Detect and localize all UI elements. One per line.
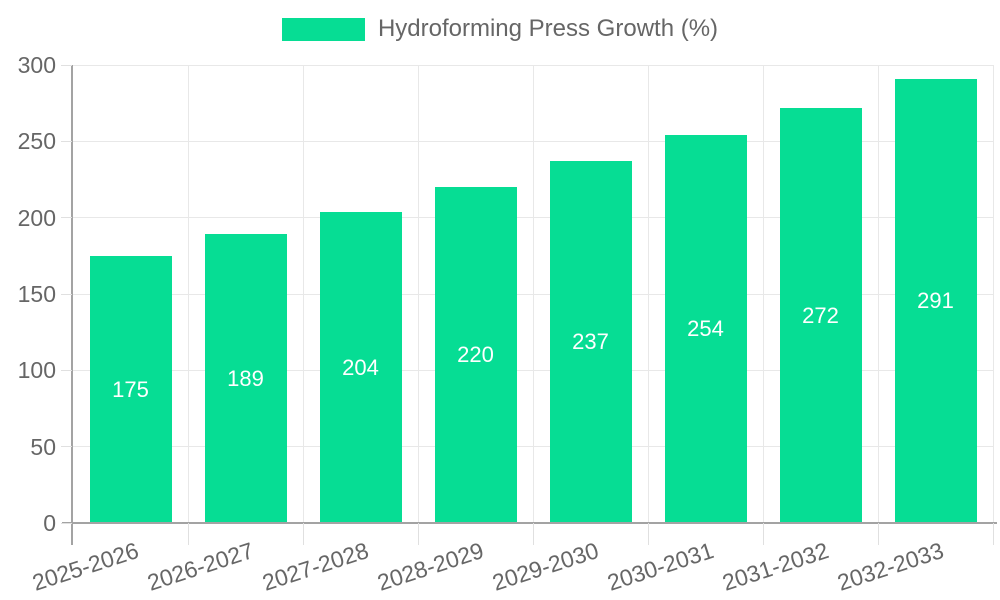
x-tick-label: 2027-2028 — [258, 537, 372, 596]
bar-value-label: 291 — [917, 288, 954, 313]
bar-value-label: 204 — [342, 354, 379, 380]
gridline-v — [647, 65, 649, 523]
x-axis-tick — [302, 523, 304, 545]
x-axis-tick — [417, 523, 419, 545]
gridline-v — [187, 65, 189, 523]
legend-swatch — [281, 17, 365, 41]
x-axis-tick — [877, 523, 879, 545]
y-tick-label: 0 — [43, 510, 56, 536]
gridline-v — [877, 65, 879, 523]
y-axis-line — [71, 65, 73, 545]
x-tick-label: 2025-2026 — [28, 537, 142, 596]
x-tick-label: 2026-2027 — [143, 537, 257, 596]
x-axis-tick — [762, 523, 764, 545]
x-tick-label: 2031-2032 — [718, 537, 832, 596]
bar-value-label: 189 — [227, 365, 264, 391]
gridline-v — [417, 65, 419, 523]
bar: 254 — [664, 135, 747, 523]
gridline-v — [302, 65, 304, 523]
y-axis-tick — [61, 446, 72, 448]
y-axis-tick — [61, 140, 72, 142]
y-tick-label: 50 — [30, 433, 56, 460]
y-axis-tick — [61, 522, 72, 524]
bar: 220 — [434, 187, 517, 523]
x-axis-tick — [532, 523, 534, 545]
x-tick-label: 2030-2031 — [603, 537, 717, 596]
y-axis-tick — [61, 64, 72, 66]
x-tick-label: 2032-2033 — [833, 537, 947, 596]
y-axis-tick — [61, 217, 72, 219]
legend-label: Hydroforming Press Growth (%) — [377, 15, 719, 42]
y-tick-label: 100 — [17, 357, 56, 384]
y-tick-label: 250 — [17, 128, 56, 155]
bar: 272 — [779, 108, 862, 523]
y-tick-label: 300 — [17, 52, 56, 78]
bar: 189 — [204, 234, 287, 523]
x-axis-tick — [992, 523, 994, 545]
legend-item[interactable]: Hydroforming Press Growth (%) — [0, 15, 1000, 43]
bar-value-label: 254 — [687, 316, 724, 341]
x-axis-tick — [647, 523, 649, 545]
y-tick-label: 200 — [17, 204, 56, 231]
gridline-v — [992, 65, 994, 523]
gridline-v — [532, 65, 534, 523]
x-tick-label: 2029-2030 — [488, 537, 602, 596]
bar-value-label: 220 — [457, 342, 494, 367]
x-tick-label: 2028-2029 — [373, 537, 487, 596]
bar: 204 — [319, 212, 402, 523]
y-axis-tick — [61, 369, 72, 371]
bar-value-label: 237 — [572, 329, 609, 354]
bar-value-label: 175 — [112, 376, 149, 402]
bar: 291 — [894, 79, 977, 523]
gridline-v — [762, 65, 764, 523]
x-axis-tick — [187, 523, 189, 545]
plot-area: 175 189 204 220 237 254 272 291 — [73, 64, 994, 523]
x-axis-line — [62, 522, 997, 524]
bar: 237 — [549, 161, 632, 523]
y-tick-label: 150 — [17, 281, 56, 307]
y-axis-tick — [61, 293, 72, 295]
bar-value-label: 272 — [802, 302, 839, 328]
bar: 175 — [89, 256, 172, 523]
